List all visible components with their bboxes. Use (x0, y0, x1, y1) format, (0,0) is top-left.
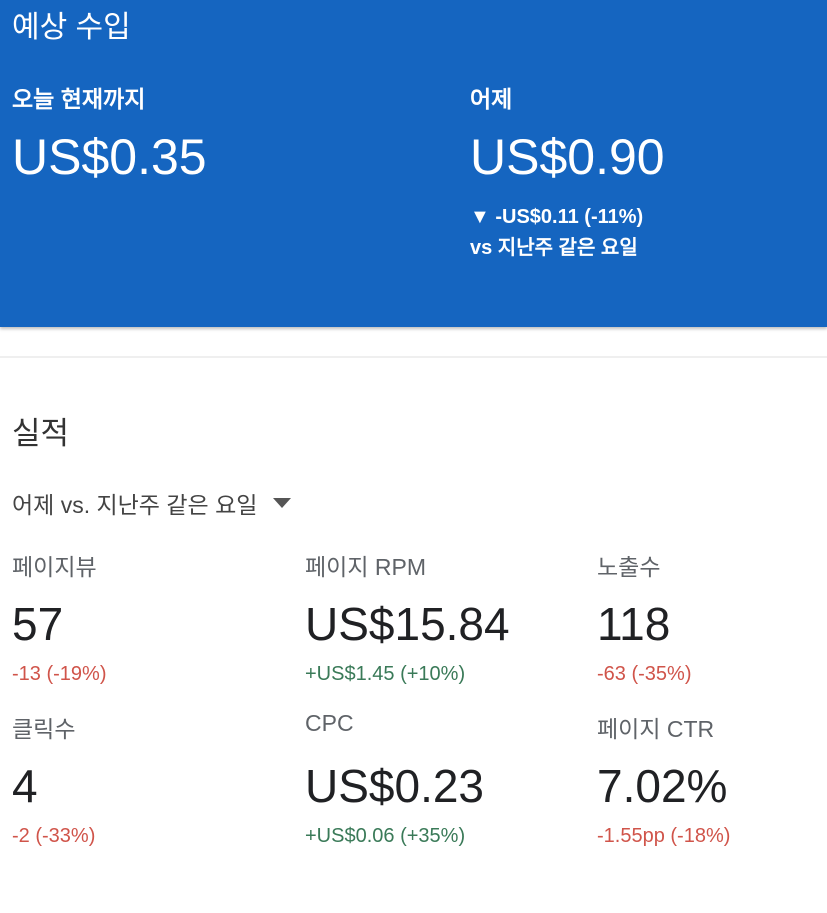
today-label: 오늘 현재까지 (12, 86, 146, 112)
metric-change: -63 (-35%) (597, 663, 692, 685)
metric-change: -1.55pp (-18%) (597, 825, 731, 847)
yesterday-change: ▼ -US$0.11 (-11%) vs 지난주 같은 요일 (470, 202, 643, 264)
metric-value: 4 (12, 760, 38, 812)
period-dropdown[interactable]: 어제 vs. 지난주 같은 요일 (12, 486, 292, 520)
yesterday-value: US$0.90 (470, 129, 665, 185)
metric-change: -13 (-19%) (12, 663, 107, 685)
comparison-text: vs 지난주 같은 요일 (470, 237, 638, 259)
metric-value: US$15.84 (305, 598, 510, 650)
metric-value: US$0.23 (305, 760, 485, 812)
period-dropdown-label: 어제 vs. 지난주 같은 요일 (12, 492, 258, 518)
metric-label: 페이지 CTR (597, 716, 715, 742)
performance-title: 실적 (12, 416, 70, 451)
metric-value: 57 (12, 598, 64, 650)
metric-value: 7.02% (597, 760, 728, 812)
metric-label: 페이지뷰 (12, 554, 97, 580)
metric-change: +US$0.06 (+35%) (305, 825, 466, 847)
change-amount: ▼ -US$0.11 (-11%) (470, 206, 644, 228)
estimated-earnings-card: 예상 수입 오늘 현재까지 US$0.35 어제 US$0.90 ▼ -US$0… (0, 0, 827, 327)
metric-label: 노출수 (597, 554, 661, 580)
divider (0, 356, 827, 358)
metric-change: +US$1.45 (+10%) (305, 663, 466, 685)
card-title: 예상 수입 (12, 11, 131, 44)
metric-label: 페이지 RPM (305, 554, 426, 580)
caret-down-icon (273, 498, 292, 508)
metric-label: CPC (305, 710, 354, 736)
metric-label: 클릭수 (12, 716, 76, 742)
metric-value: 118 (597, 598, 671, 650)
today-value: US$0.35 (12, 129, 207, 185)
metric-change: -2 (-33%) (12, 825, 96, 847)
yesterday-label: 어제 (470, 86, 513, 112)
